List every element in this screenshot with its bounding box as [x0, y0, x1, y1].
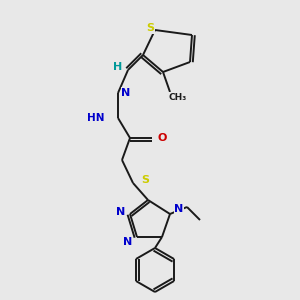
Text: S: S — [146, 23, 154, 33]
Text: HN: HN — [88, 113, 105, 123]
Text: N: N — [123, 237, 133, 247]
Text: N: N — [116, 207, 126, 217]
Text: CH₃: CH₃ — [169, 92, 187, 101]
Text: S: S — [141, 175, 149, 185]
Text: O: O — [157, 133, 167, 143]
Text: H: H — [113, 62, 123, 72]
Text: N: N — [122, 88, 130, 98]
Text: N: N — [174, 204, 184, 214]
